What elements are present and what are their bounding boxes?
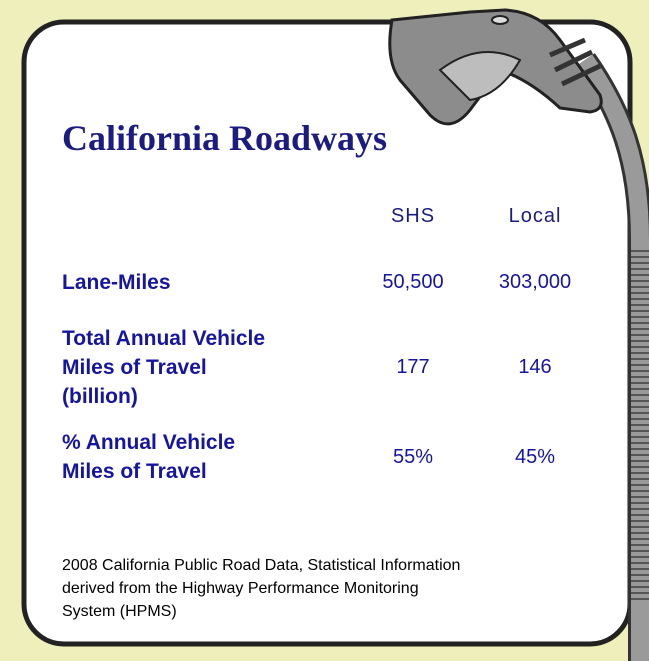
column-header: Local [508, 205, 562, 227]
cell: 55% [392, 445, 434, 468]
source-note: System (HPMS) [62, 603, 177, 620]
row-label: Lane-Miles [62, 271, 171, 294]
cell: 50,500 [382, 271, 444, 293]
hose [577, 54, 649, 661]
nozzle-hole [491, 15, 509, 25]
column-header: SHS [390, 205, 436, 227]
cell: 303,000 [498, 271, 572, 293]
cell: 177 [396, 356, 430, 378]
cell: 146 [518, 356, 552, 378]
row-label: Total Annual Vehicle [62, 327, 266, 350]
row-label: % Annual Vehicle [62, 431, 236, 454]
row-label: Miles of Travel [62, 356, 207, 379]
title: California Roadways [62, 118, 388, 158]
row-label: Miles of Travel [62, 460, 207, 483]
source-note: derived from the Highway Performance Mon… [62, 580, 419, 597]
nozzle-grip [549, 37, 602, 87]
row-label: (billion) [62, 385, 138, 408]
nozzle-lever [438, 51, 522, 102]
cell: 45% [514, 445, 556, 468]
source-note: 2008 California Public Road Data, Statis… [62, 557, 461, 574]
